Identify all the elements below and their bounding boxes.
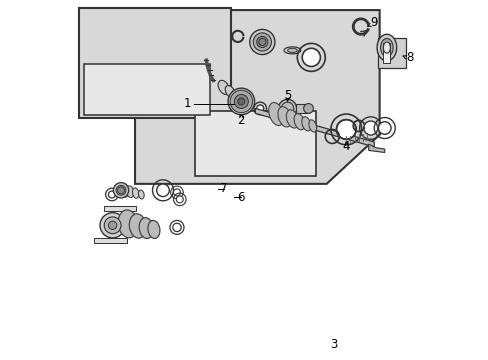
Text: 9: 9 bbox=[370, 16, 377, 29]
Circle shape bbox=[378, 122, 390, 134]
Ellipse shape bbox=[132, 188, 139, 198]
Circle shape bbox=[302, 48, 320, 67]
Ellipse shape bbox=[286, 110, 298, 128]
Bar bbox=[378, 39, 406, 68]
Ellipse shape bbox=[303, 104, 313, 113]
Ellipse shape bbox=[118, 210, 138, 238]
Bar bbox=[79, 8, 230, 118]
Ellipse shape bbox=[287, 48, 297, 53]
Bar bbox=[94, 238, 126, 243]
Ellipse shape bbox=[139, 218, 153, 239]
Circle shape bbox=[234, 94, 248, 108]
Bar bbox=[83, 64, 210, 114]
Ellipse shape bbox=[293, 114, 304, 130]
Ellipse shape bbox=[268, 103, 284, 126]
Ellipse shape bbox=[218, 80, 229, 95]
Circle shape bbox=[237, 98, 244, 105]
Circle shape bbox=[176, 196, 183, 203]
Ellipse shape bbox=[138, 190, 144, 199]
Ellipse shape bbox=[147, 220, 160, 239]
Text: 3: 3 bbox=[329, 338, 337, 351]
Circle shape bbox=[258, 39, 265, 45]
Ellipse shape bbox=[376, 34, 396, 61]
Circle shape bbox=[256, 105, 263, 112]
Text: 2: 2 bbox=[237, 114, 244, 127]
Circle shape bbox=[108, 191, 115, 198]
Polygon shape bbox=[407, 354, 417, 360]
Polygon shape bbox=[135, 10, 379, 184]
Ellipse shape bbox=[129, 214, 146, 238]
Ellipse shape bbox=[238, 94, 245, 104]
Ellipse shape bbox=[380, 39, 392, 57]
Ellipse shape bbox=[244, 99, 251, 107]
Ellipse shape bbox=[301, 117, 310, 131]
Circle shape bbox=[256, 36, 267, 48]
Ellipse shape bbox=[277, 107, 291, 127]
Bar bbox=[382, 43, 389, 63]
Ellipse shape bbox=[338, 334, 347, 347]
Bar bbox=[295, 104, 308, 113]
Ellipse shape bbox=[227, 88, 254, 115]
Polygon shape bbox=[255, 108, 373, 147]
Circle shape bbox=[173, 189, 180, 196]
Ellipse shape bbox=[253, 33, 271, 51]
Bar bbox=[195, 111, 316, 176]
Ellipse shape bbox=[116, 185, 125, 195]
Ellipse shape bbox=[383, 42, 389, 53]
Polygon shape bbox=[349, 334, 408, 360]
Text: 7: 7 bbox=[220, 183, 227, 195]
Ellipse shape bbox=[225, 86, 235, 98]
Ellipse shape bbox=[100, 213, 125, 238]
Circle shape bbox=[230, 90, 252, 113]
Text: 6: 6 bbox=[237, 191, 244, 204]
Text: 1: 1 bbox=[183, 97, 191, 110]
Circle shape bbox=[156, 184, 169, 197]
Circle shape bbox=[363, 121, 377, 135]
Text: 5: 5 bbox=[283, 89, 291, 102]
Circle shape bbox=[172, 223, 181, 231]
Circle shape bbox=[336, 120, 355, 139]
Bar bbox=[104, 206, 136, 211]
Ellipse shape bbox=[284, 47, 300, 54]
Circle shape bbox=[117, 187, 124, 194]
Ellipse shape bbox=[108, 221, 117, 229]
Ellipse shape bbox=[120, 183, 128, 197]
Polygon shape bbox=[368, 144, 384, 153]
Text: 8: 8 bbox=[406, 51, 413, 64]
Ellipse shape bbox=[113, 183, 128, 198]
Ellipse shape bbox=[104, 217, 121, 234]
Text: 4: 4 bbox=[342, 140, 349, 153]
Ellipse shape bbox=[126, 186, 133, 198]
Ellipse shape bbox=[249, 30, 274, 55]
Ellipse shape bbox=[308, 120, 316, 132]
Ellipse shape bbox=[335, 331, 350, 351]
Ellipse shape bbox=[278, 99, 296, 117]
Ellipse shape bbox=[281, 102, 293, 115]
Ellipse shape bbox=[231, 90, 241, 102]
